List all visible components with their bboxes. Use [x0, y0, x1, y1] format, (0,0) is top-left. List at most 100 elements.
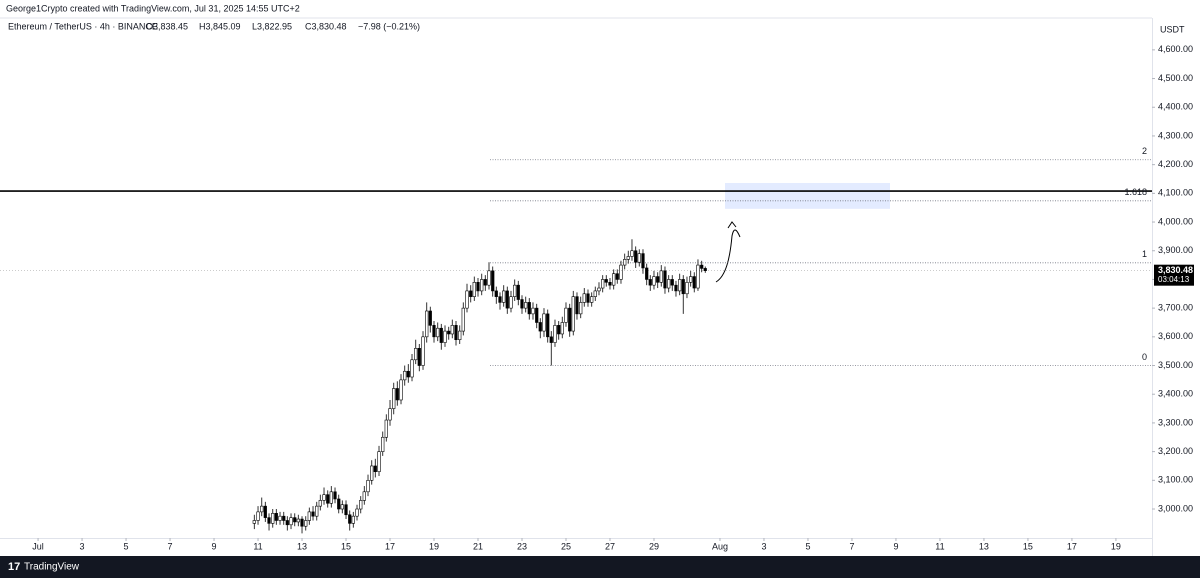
y-tick-label: 3,600.00: [1158, 331, 1193, 341]
x-tick-label: 5: [124, 541, 129, 551]
candle-body: [678, 279, 682, 292]
candle-body: [692, 276, 696, 289]
arrow-head: [727, 221, 737, 229]
candle-body: [685, 282, 689, 295]
legend-close: C3,830.48: [305, 21, 347, 31]
candle-body: [608, 282, 612, 286]
candle-body: [700, 264, 704, 269]
candle-body: [322, 494, 326, 501]
x-tick-label: Jul: [32, 541, 44, 551]
candle-body: [370, 465, 374, 481]
candle-body: [586, 293, 590, 303]
candle-body: [469, 290, 473, 297]
candle-body: [381, 436, 385, 452]
footer-logo: 17: [8, 561, 20, 573]
projection-arrow: [715, 229, 741, 283]
x-tick-label: 21: [473, 541, 483, 551]
legend-low: L3,822.95: [252, 21, 292, 31]
candle-body: [498, 296, 502, 303]
candle-body: [601, 279, 605, 289]
last-price-label: 3,830.48: [1158, 265, 1193, 275]
candle-body: [454, 325, 458, 340]
candle-body: [278, 515, 282, 521]
candle-body: [377, 451, 381, 473]
credit: George1Crypto created with TradingView.c…: [6, 3, 300, 13]
fib-label: 0: [1142, 352, 1147, 362]
y-tick-label: 3,400.00: [1158, 389, 1193, 399]
candle-body: [366, 480, 370, 493]
candle-body: [388, 408, 392, 421]
candle-body: [659, 270, 663, 283]
candle-body: [604, 279, 608, 283]
candle-body: [483, 279, 487, 286]
legend: Ethereum / TetherUS · 4h · BINANCE O3,83…: [8, 21, 420, 31]
y-tick-label: 3,500.00: [1158, 360, 1193, 370]
x-tick-label: 27: [605, 541, 615, 551]
candle-body: [502, 290, 506, 303]
candle-body: [571, 296, 575, 332]
y-tick-label: 4,400.00: [1158, 102, 1193, 112]
fib-label: 1.618: [1124, 187, 1147, 197]
candle-body: [307, 511, 311, 521]
candle-body: [579, 302, 583, 315]
x-tick-label: 13: [297, 541, 307, 551]
candle-body: [645, 267, 649, 280]
candle-body: [403, 370, 407, 381]
candle-body: [344, 504, 348, 516]
candle-body: [637, 253, 641, 263]
candle-body: [670, 279, 674, 286]
candle-body: [696, 264, 700, 289]
candle-body: [285, 520, 289, 526]
legend-symbol: Ethereum / TetherUS · 4h · BINANCE: [8, 21, 158, 31]
countdown: 03:04:13: [1158, 275, 1190, 284]
candle-body: [465, 290, 469, 309]
x-tick-label: 15: [341, 541, 351, 551]
candle-body: [447, 330, 451, 335]
candle-body: [329, 491, 333, 504]
candle-body: [531, 307, 535, 315]
candle-body: [630, 250, 634, 257]
candle-body: [527, 302, 531, 315]
candle-body: [395, 388, 399, 401]
y-tick-label: 3,100.00: [1158, 475, 1193, 485]
candle-body: [648, 279, 652, 286]
candle-body: [406, 370, 410, 378]
candle-body: [384, 419, 388, 438]
candle-body: [553, 325, 557, 343]
x-tick-label: 11: [253, 541, 262, 551]
legend-change: −7.98 (−0.21%): [358, 21, 420, 31]
candle-body: [582, 293, 586, 303]
candle-body: [337, 498, 341, 510]
candle-body: [417, 348, 421, 366]
candle-body: [296, 518, 300, 523]
candle-body: [425, 310, 429, 338]
candle-body: [410, 359, 414, 378]
y-tick-label: 4,600.00: [1158, 44, 1193, 54]
candle-body: [414, 348, 418, 361]
candle-body: [513, 284, 517, 297]
candle-body: [593, 290, 597, 297]
candle-body: [359, 500, 363, 510]
legend-open: O3,838.45: [146, 21, 188, 31]
candle-body: [564, 307, 568, 323]
y-tick-label: 4,500.00: [1158, 73, 1193, 83]
footer-brand: TradingView: [24, 562, 80, 573]
candle-body: [304, 520, 308, 527]
candle-body: [667, 279, 671, 289]
candle-body: [520, 299, 524, 309]
candle-body: [300, 518, 304, 527]
x-tick-label: 17: [385, 541, 395, 551]
y-tick-label: 3,700.00: [1158, 303, 1193, 313]
candle-body: [560, 322, 564, 335]
x-tick-label: Aug: [712, 541, 728, 551]
candle-body: [575, 296, 579, 315]
candle-body: [333, 491, 337, 500]
candle-body: [340, 504, 344, 510]
candle-body: [615, 273, 619, 280]
x-tick-label: 9: [893, 541, 898, 551]
candle-body: [267, 517, 271, 524]
candle-body: [494, 290, 498, 297]
candle-body: [399, 379, 403, 401]
